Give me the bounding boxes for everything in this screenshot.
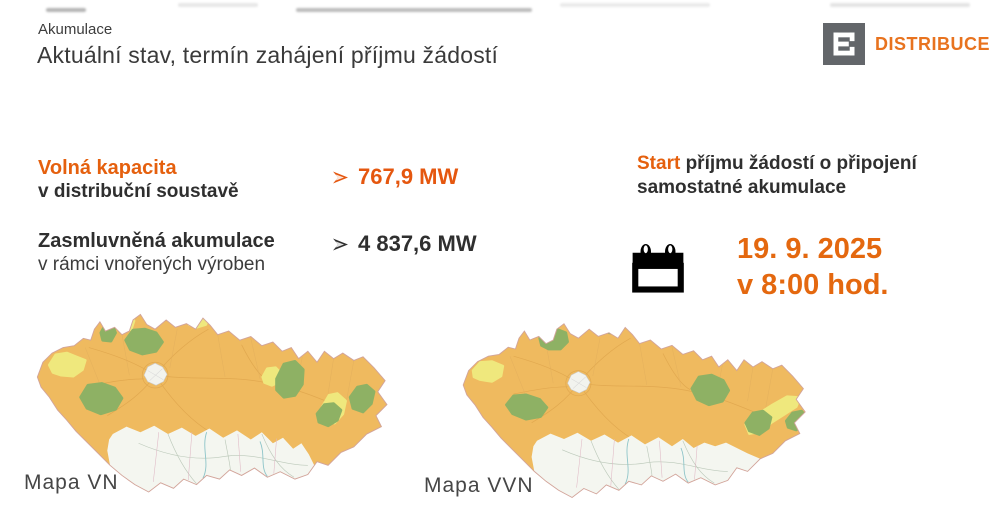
start-announcement-line2: samostatné akumulace	[637, 177, 847, 198]
stat-free-capacity-title: Volná kapacita	[38, 157, 177, 179]
arrow-bullet-icon	[332, 170, 349, 185]
vn-yellow-zones	[47, 314, 347, 425]
top-edge-artifact	[830, 3, 970, 7]
stat-free-capacity-value: 767,9 MW	[358, 164, 459, 189]
arrow-bullet-icon	[332, 237, 349, 252]
start-datetime: 19. 9. 2025 v 8:00 hod.	[737, 231, 889, 303]
vn-outside-area	[107, 425, 315, 492]
top-edge-artifact	[296, 8, 532, 12]
slide-kicker: Akumulace	[38, 21, 113, 38]
start-announcement: Start příjmu žádostí o připojení samosta…	[637, 152, 967, 200]
top-edge-artifact	[560, 3, 710, 7]
stat-free-capacity-label: Volná kapacita v distribuční soustavě	[38, 156, 239, 204]
start-time: v 8:00 hod.	[737, 269, 889, 301]
start-announcement-rest: příjmu žádostí o připojení	[685, 153, 917, 174]
stat-free-capacity-subtitle: v distribuční soustavě	[38, 181, 239, 202]
calendar-icon	[630, 239, 686, 298]
top-edge-artifact	[178, 3, 258, 7]
stat-contracted-value: 4 837,6 MW	[358, 231, 477, 256]
logo-text: DISTRIBUCE	[875, 33, 991, 54]
map-vn-label: Mapa VN	[24, 471, 119, 494]
stat-contracted-label: Zasmluvněná akumulace v rámci vnořených …	[38, 229, 275, 277]
stat-contracted-title: Zasmluvněná akumulace	[38, 230, 275, 252]
page-title: Aktuální stav, termín zahájení příjmu žá…	[37, 42, 499, 68]
map-vvn-image	[462, 323, 806, 498]
vvn-outside-area	[531, 432, 761, 498]
map-vvn-label: Mapa VVN	[424, 474, 534, 497]
top-edge-artifact	[46, 8, 86, 12]
start-announcement-highlight: Start	[637, 153, 681, 174]
start-date: 19. 9. 2025	[737, 233, 883, 265]
map-vn-image	[36, 313, 388, 493]
stat-free-capacity-value-row: 767,9 MW	[332, 164, 458, 190]
stat-contracted-subtitle: v rámci vnořených výroben	[38, 254, 266, 275]
stat-contracted-value-row: 4 837,6 MW	[332, 231, 477, 257]
cez-distribuce-logo: DISTRIBUCE	[823, 23, 990, 65]
cez-logo-mark-icon	[823, 23, 865, 65]
